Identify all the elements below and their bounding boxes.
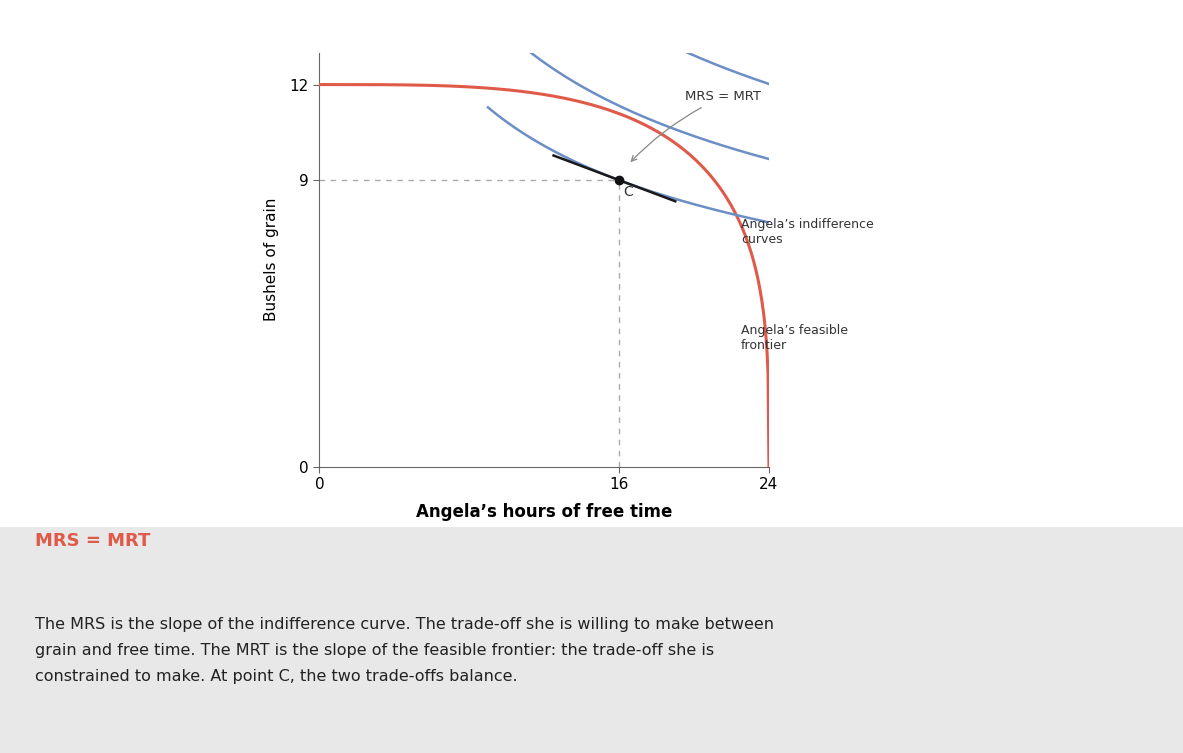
X-axis label: Angela’s hours of free time: Angela’s hours of free time [416,504,672,521]
Text: The MRS is the slope of the indifference curve. The trade-off she is willing to : The MRS is the slope of the indifference… [35,617,775,684]
Text: MRS = MRT: MRS = MRT [632,90,761,161]
Text: Angela’s indifference
curves: Angela’s indifference curves [741,218,873,246]
Y-axis label: Bushels of grain: Bushels of grain [264,198,279,322]
Text: Angela’s feasible
frontier: Angela’s feasible frontier [741,324,848,352]
Text: C: C [622,185,633,199]
Text: MRS = MRT: MRS = MRT [35,532,151,550]
